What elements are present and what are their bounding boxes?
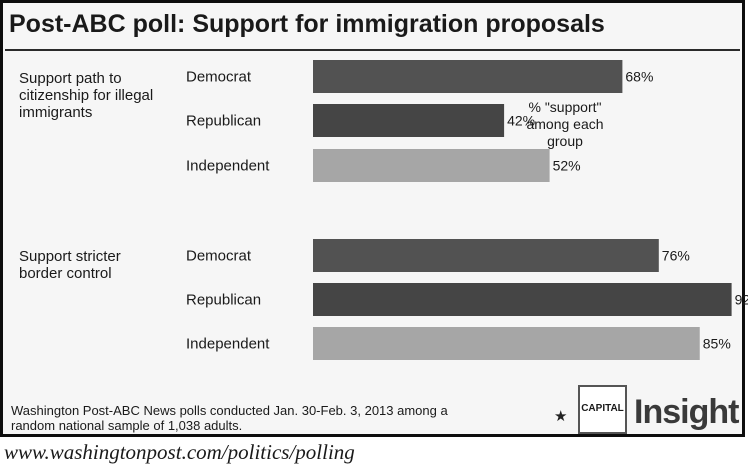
category-label: Independent: [186, 158, 270, 175]
value-label: 68%: [625, 69, 653, 85]
bar: [313, 149, 550, 182]
chart-panel: Post-ABC poll: Support for immigration p…: [0, 0, 748, 437]
bar: [313, 283, 732, 316]
support-note: % "support" among each group: [526, 99, 604, 149]
value-label: 52%: [553, 158, 581, 174]
badge-label: CAPITAL: [581, 403, 624, 414]
source-note: Washington Post-ABC News polls conducted…: [11, 403, 448, 433]
insight-logo: Insight: [634, 393, 739, 431]
category-label: Democrat: [186, 69, 252, 86]
bar: [313, 327, 700, 360]
value-label: 92%: [735, 292, 748, 308]
value-label: 85%: [703, 336, 731, 352]
bar: [313, 104, 505, 137]
bar: [313, 239, 659, 272]
chart-title: Post-ABC poll: Support for immigration p…: [9, 10, 605, 38]
source-line-2: random national sample of 1,038 adults.: [11, 418, 243, 433]
category-label: Republican: [186, 292, 261, 309]
source-url: www.washingtonpost.com/politics/polling: [4, 440, 355, 464]
title-divider: [5, 49, 740, 51]
group-label-border: Support stricter border control: [19, 248, 121, 282]
capital-badge: CAPITAL: [578, 385, 627, 434]
group-label-citizenship: Support path to citizenship for illegal …: [19, 70, 154, 121]
star-icon: ★: [554, 407, 568, 425]
bar-chart: Democrat 68% Republican 42% Independent 52% De…: [186, 60, 748, 360]
value-label: 76%: [662, 248, 690, 264]
category-label: Democrat: [186, 248, 252, 265]
source-line-1: Washington Post-ABC News polls conducted…: [11, 403, 448, 418]
category-label: Republican: [186, 113, 261, 130]
value-label: 42%: [507, 113, 535, 129]
bar: [313, 60, 623, 93]
category-label: Independent: [186, 336, 270, 353]
